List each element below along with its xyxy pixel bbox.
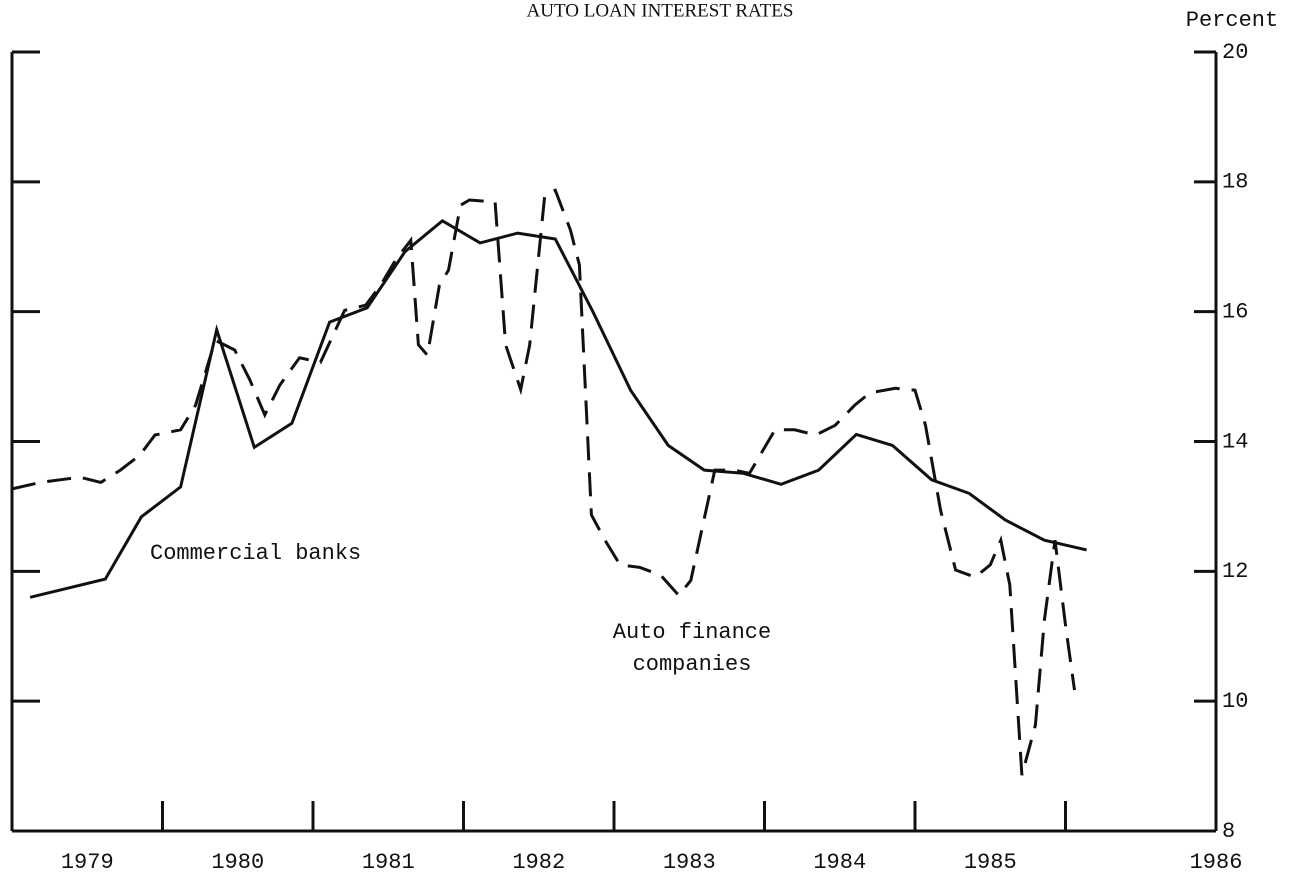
x-tick-label: 1984 xyxy=(813,850,866,875)
x-tick-label: 1979 xyxy=(61,850,114,875)
line xyxy=(11,188,1076,776)
y-tick-label: 14 xyxy=(1222,429,1248,454)
annotation: companies xyxy=(633,652,752,677)
y-tick-label: 10 xyxy=(1222,689,1248,714)
x-tick-label: 1980 xyxy=(211,850,264,875)
y-tick-label: 20 xyxy=(1222,40,1248,65)
x-tick-label: 1985 xyxy=(964,850,1017,875)
y-tick-label: 18 xyxy=(1222,170,1248,195)
annotation: Commercial banks xyxy=(150,541,361,566)
line xyxy=(29,218,1087,599)
y-tick-label: 8 xyxy=(1222,819,1235,844)
x-tick-label: 1986 xyxy=(1190,850,1243,875)
y-axis-label: Percent xyxy=(1186,8,1278,33)
annotation: Auto finance xyxy=(613,620,771,645)
x-tick-label: 1983 xyxy=(663,850,716,875)
x-tick-label: 1981 xyxy=(362,850,415,875)
y-tick-label: 16 xyxy=(1222,299,1248,324)
y-tick-label: 12 xyxy=(1222,559,1248,584)
x-tick-label: 1982 xyxy=(512,850,565,875)
chart-title: AUTO LOAN INTEREST RATES xyxy=(527,0,794,21)
